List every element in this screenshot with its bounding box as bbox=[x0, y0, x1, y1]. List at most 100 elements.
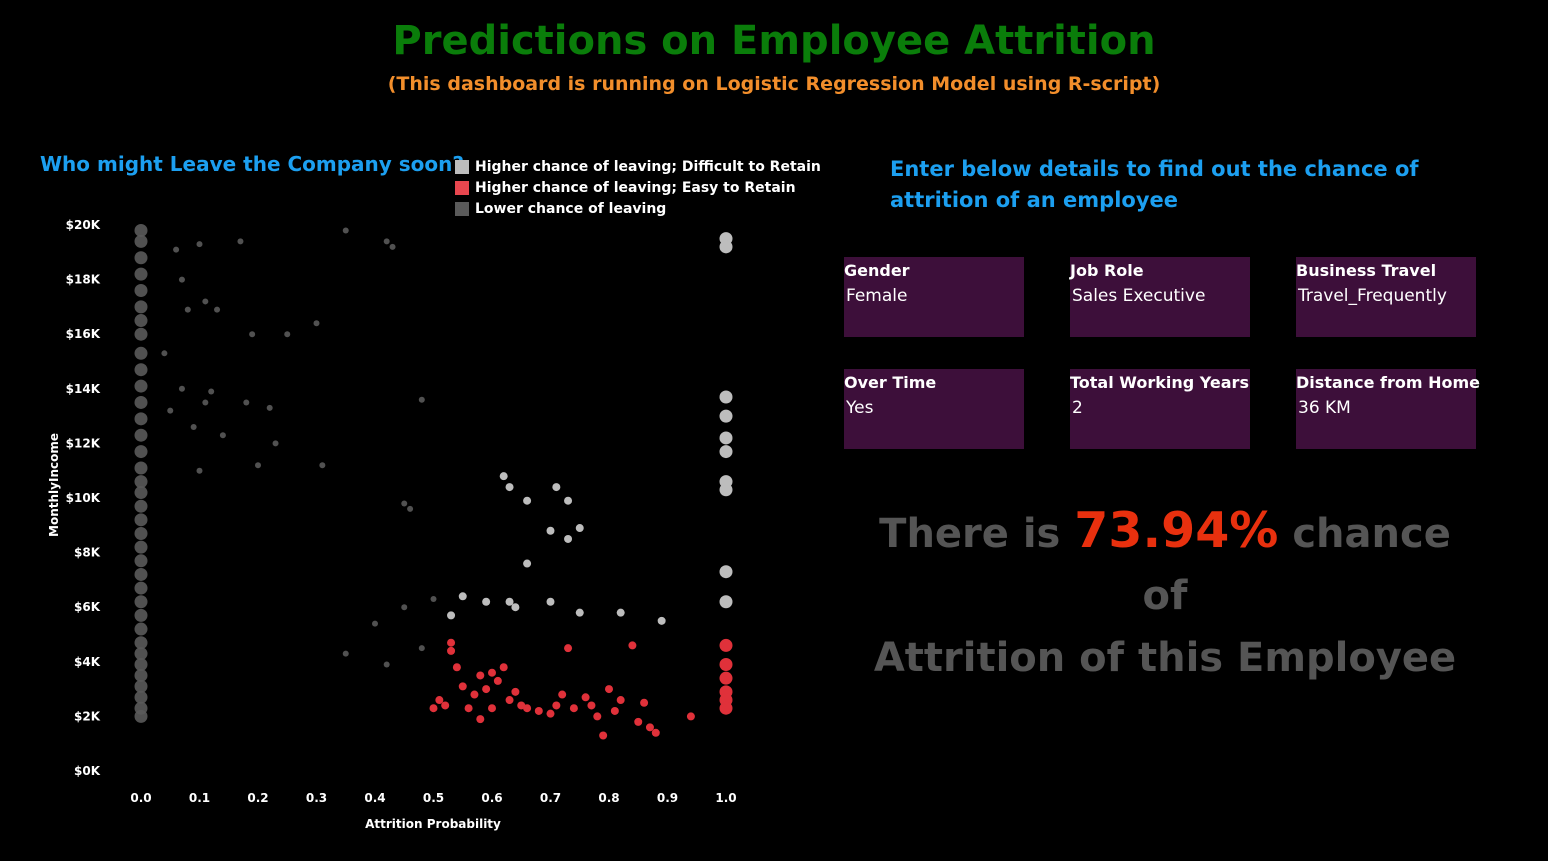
data-point[interactable] bbox=[134, 554, 148, 568]
data-point[interactable] bbox=[178, 276, 185, 283]
data-point[interactable] bbox=[178, 385, 185, 392]
data-point[interactable] bbox=[546, 597, 555, 606]
data-point[interactable] bbox=[272, 440, 279, 447]
field-value[interactable]: Female bbox=[846, 286, 908, 306]
distance-from-home-field[interactable]: Distance from Home 36 KM bbox=[1296, 369, 1480, 449]
data-point[interactable] bbox=[511, 603, 520, 612]
data-point[interactable] bbox=[134, 513, 148, 527]
data-point[interactable] bbox=[134, 346, 148, 360]
data-point[interactable] bbox=[134, 581, 148, 595]
data-point[interactable] bbox=[134, 234, 148, 248]
data-point[interactable] bbox=[616, 696, 625, 705]
data-point[interactable] bbox=[719, 638, 733, 652]
data-point[interactable] bbox=[167, 407, 174, 414]
data-point[interactable] bbox=[134, 608, 148, 622]
data-point[interactable] bbox=[134, 636, 148, 650]
data-point[interactable] bbox=[523, 559, 532, 568]
data-point[interactable] bbox=[319, 462, 326, 469]
data-point[interactable] bbox=[202, 298, 209, 305]
data-point[interactable] bbox=[719, 409, 733, 423]
data-point[interactable] bbox=[558, 690, 567, 699]
data-point[interactable] bbox=[243, 399, 250, 406]
data-point[interactable] bbox=[505, 597, 514, 606]
over-time-field[interactable]: Over Time Yes bbox=[844, 369, 1024, 449]
data-point[interactable] bbox=[470, 690, 479, 699]
data-point[interactable] bbox=[134, 284, 148, 298]
data-point[interactable] bbox=[482, 597, 491, 606]
data-point[interactable] bbox=[719, 445, 733, 459]
job-role-field[interactable]: Job Role Sales Executive bbox=[1070, 257, 1250, 337]
data-point[interactable] bbox=[208, 388, 215, 395]
legend-item-difficult[interactable]: Higher chance of leaving; Difficult to R… bbox=[455, 156, 821, 177]
data-point[interactable] bbox=[610, 706, 619, 715]
data-point[interactable] bbox=[190, 424, 197, 431]
data-point[interactable] bbox=[134, 679, 148, 693]
data-point[interactable] bbox=[214, 306, 221, 313]
data-point[interactable] bbox=[719, 483, 733, 497]
data-point[interactable] bbox=[458, 592, 467, 601]
data-point[interactable] bbox=[686, 712, 695, 721]
data-point[interactable] bbox=[173, 246, 180, 253]
data-point[interactable] bbox=[407, 505, 414, 512]
data-point[interactable] bbox=[458, 682, 467, 691]
data-point[interactable] bbox=[523, 704, 532, 713]
data-point[interactable] bbox=[488, 704, 496, 713]
data-point[interactable] bbox=[546, 709, 555, 718]
data-point[interactable] bbox=[196, 241, 203, 248]
data-point[interactable] bbox=[134, 658, 148, 672]
data-point[interactable] bbox=[628, 641, 637, 650]
data-point[interactable] bbox=[134, 461, 148, 475]
field-value[interactable]: Travel_Frequently bbox=[1298, 286, 1447, 306]
data-point[interactable] bbox=[719, 565, 733, 579]
data-point[interactable] bbox=[719, 658, 733, 672]
data-point[interactable] bbox=[134, 709, 148, 723]
data-point[interactable] bbox=[499, 663, 508, 672]
data-point[interactable] bbox=[134, 647, 148, 661]
data-point[interactable] bbox=[564, 496, 573, 505]
data-point[interactable] bbox=[482, 685, 491, 694]
data-point[interactable] bbox=[134, 499, 148, 513]
data-point[interactable] bbox=[134, 363, 148, 377]
data-point[interactable] bbox=[196, 467, 203, 474]
data-point[interactable] bbox=[372, 620, 378, 627]
data-point[interactable] bbox=[546, 526, 555, 535]
data-point[interactable] bbox=[593, 712, 602, 721]
field-value[interactable]: Sales Executive bbox=[1072, 286, 1206, 306]
data-point[interactable] bbox=[313, 320, 320, 327]
legend-item-easy[interactable]: Higher chance of leaving; Easy to Retain bbox=[455, 177, 821, 198]
data-point[interactable] bbox=[266, 404, 273, 411]
data-point[interactable] bbox=[429, 704, 438, 713]
data-point[interactable] bbox=[599, 731, 608, 740]
data-point[interactable] bbox=[651, 728, 660, 737]
data-point[interactable] bbox=[447, 646, 456, 655]
data-point[interactable] bbox=[657, 616, 666, 625]
data-point[interactable] bbox=[719, 595, 733, 609]
data-point[interactable] bbox=[219, 432, 226, 439]
data-point[interactable] bbox=[389, 243, 396, 250]
data-point[interactable] bbox=[134, 540, 148, 554]
field-value[interactable]: Yes bbox=[846, 398, 874, 418]
data-point[interactable] bbox=[184, 306, 191, 313]
data-point[interactable] bbox=[134, 314, 148, 328]
data-point[interactable] bbox=[134, 526, 148, 540]
data-point[interactable] bbox=[134, 475, 148, 489]
data-point[interactable] bbox=[284, 331, 291, 338]
field-value[interactable]: 36 KM bbox=[1298, 398, 1351, 418]
data-point[interactable] bbox=[605, 685, 613, 694]
data-point[interactable] bbox=[237, 238, 244, 245]
data-point[interactable] bbox=[634, 717, 643, 726]
data-point[interactable] bbox=[134, 395, 148, 409]
data-point[interactable] bbox=[418, 645, 425, 652]
data-point[interactable] bbox=[719, 701, 733, 715]
data-point[interactable] bbox=[134, 567, 148, 581]
data-point[interactable] bbox=[581, 693, 590, 702]
data-point[interactable] bbox=[564, 644, 573, 653]
data-point[interactable] bbox=[575, 608, 584, 617]
data-point[interactable] bbox=[569, 704, 578, 713]
data-point[interactable] bbox=[552, 483, 561, 492]
data-point[interactable] bbox=[719, 390, 733, 404]
data-point[interactable] bbox=[134, 327, 148, 341]
data-point[interactable] bbox=[134, 300, 148, 314]
data-point[interactable] bbox=[534, 706, 543, 715]
data-point[interactable] bbox=[447, 611, 456, 620]
